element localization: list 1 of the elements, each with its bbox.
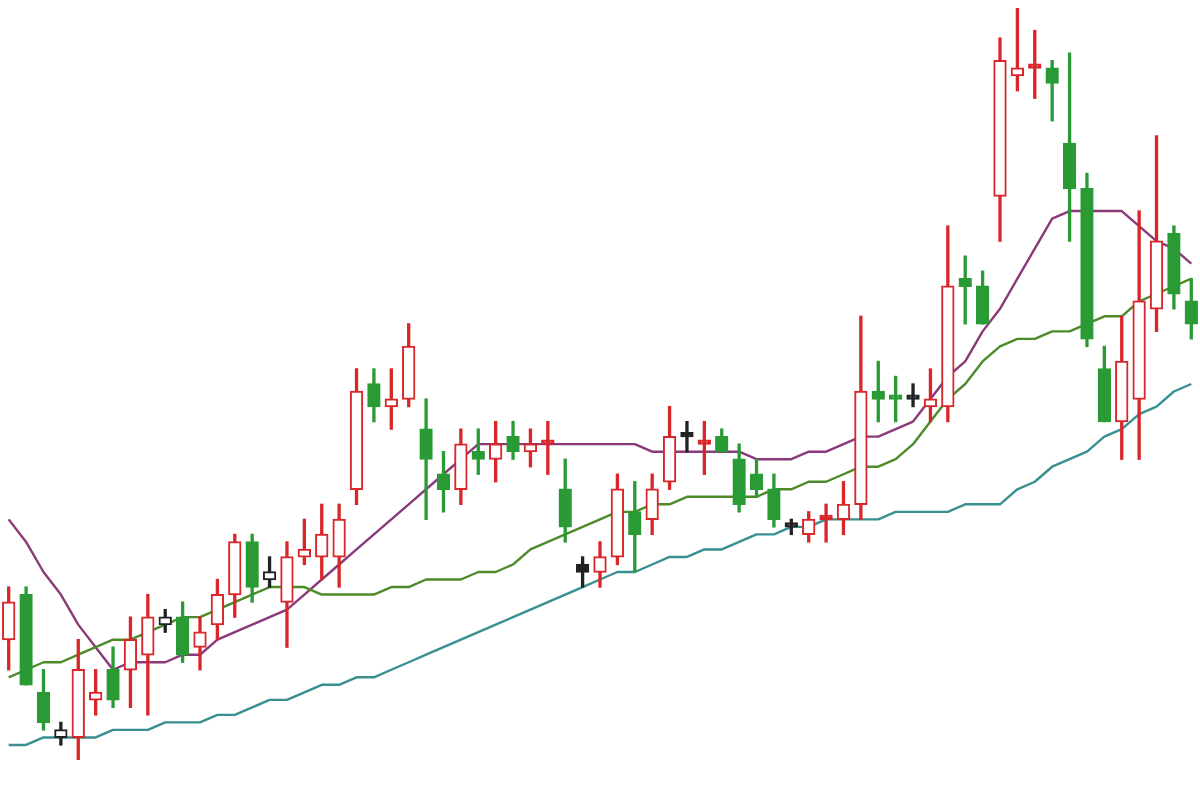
candlestick (906, 383, 920, 408)
